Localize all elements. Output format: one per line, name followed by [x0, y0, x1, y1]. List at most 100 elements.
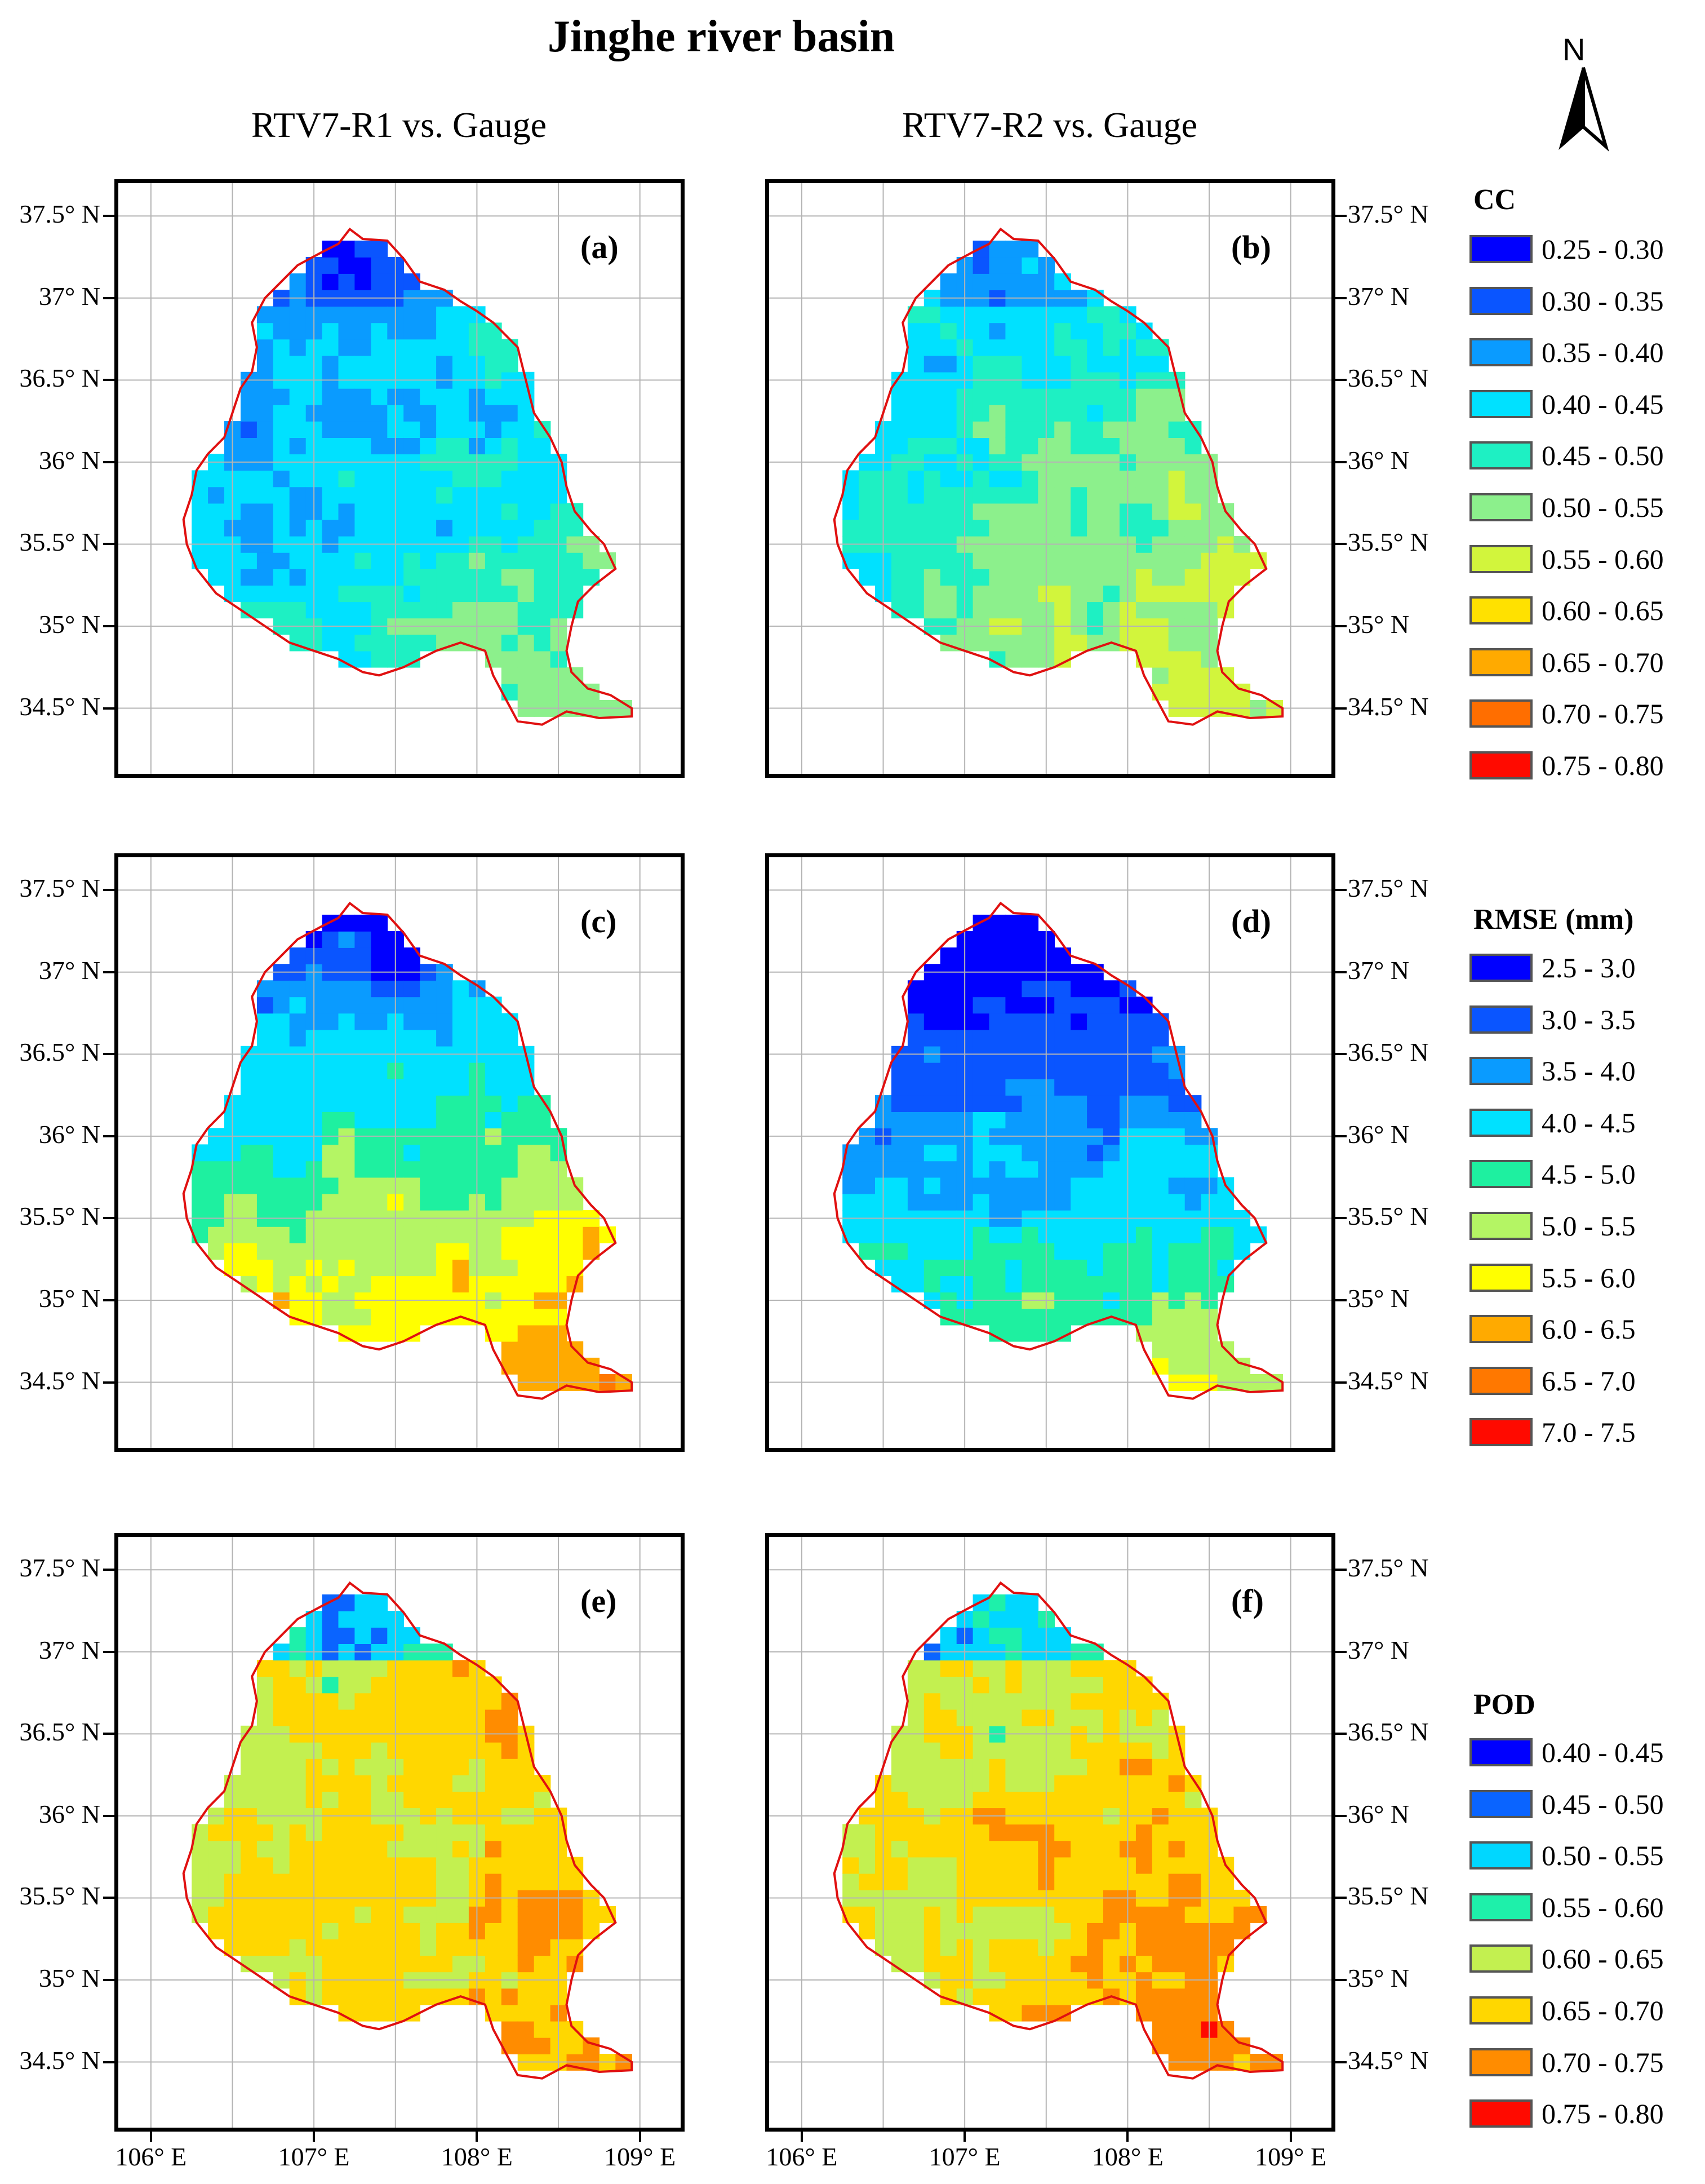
raster-cell — [1152, 421, 1169, 438]
raster-cell — [354, 1906, 372, 1923]
raster-cell — [1005, 437, 1023, 455]
raster-cell — [1071, 1193, 1087, 1211]
raster-cell — [273, 322, 290, 340]
raster-cell — [403, 552, 420, 569]
raster-cell — [973, 1062, 990, 1079]
raster-cell — [923, 1062, 941, 1079]
raster-cell — [241, 1177, 257, 1194]
raster-cell — [1087, 1062, 1104, 1079]
raster-cell — [338, 980, 356, 998]
raster-cell — [1087, 1013, 1104, 1030]
raster-cell — [1071, 1988, 1087, 2005]
raster-cell — [1103, 503, 1120, 520]
raster-cell — [923, 1160, 941, 1178]
lat-tick-mark — [103, 1650, 114, 1653]
legend-swatch — [1469, 493, 1533, 521]
raster-cell — [420, 1824, 437, 1841]
raster-cell — [1135, 486, 1153, 504]
raster-cell — [1022, 1922, 1039, 1939]
raster-cell — [940, 388, 957, 405]
raster-cell — [989, 1160, 1006, 1178]
raster-cell — [273, 1177, 290, 1194]
raster-cell — [1152, 683, 1169, 701]
raster-cell — [1054, 1013, 1071, 1030]
raster-cell — [989, 1308, 1006, 1326]
raster-cell — [485, 388, 502, 405]
raster-cell — [1168, 503, 1185, 520]
lon-tick-label: 108° E — [441, 2142, 513, 2171]
lat-tick-mark — [103, 625, 114, 627]
raster-cell — [338, 1627, 356, 1644]
raster-cell — [371, 1013, 388, 1030]
raster-cell — [1087, 1857, 1104, 1874]
lat-tick-label: 34.5° N — [19, 1366, 100, 1395]
raster-cell — [517, 1160, 535, 1178]
raster-cell — [192, 1160, 208, 1178]
raster-cell — [989, 421, 1006, 438]
raster-cell — [1022, 947, 1039, 964]
raster-cell — [1005, 405, 1023, 422]
raster-cell — [923, 306, 941, 324]
raster-cell — [989, 1693, 1006, 1710]
raster-cell — [1103, 1939, 1120, 1956]
raster-cell — [1087, 306, 1104, 324]
raster-cell — [1103, 1742, 1120, 1759]
raster-cell — [273, 1775, 290, 1792]
raster-cell — [907, 339, 925, 356]
raster-cell — [322, 1791, 339, 1809]
raster-cell — [371, 1693, 388, 1710]
raster-cell — [501, 1988, 518, 2005]
raster-cell — [989, 1824, 1006, 1841]
raster-cell — [371, 1144, 388, 1162]
raster-cell — [923, 980, 941, 998]
raster-cell — [436, 1259, 453, 1277]
lat-tick-mark — [103, 1381, 114, 1384]
raster-cell — [842, 1857, 859, 1874]
raster-cell — [1103, 1906, 1120, 1923]
raster-cell — [436, 519, 453, 537]
raster-cell — [940, 1079, 957, 1096]
raster-cell — [322, 1226, 339, 1243]
raster-cell — [354, 601, 372, 619]
raster-cell — [1103, 1676, 1120, 1694]
raster-cell — [322, 1939, 339, 1956]
raster-cell — [436, 1791, 453, 1809]
raster-cell — [583, 1226, 600, 1243]
raster-cell — [256, 355, 274, 373]
raster-cell — [452, 1791, 469, 1809]
raster-cell — [338, 1676, 356, 1694]
raster-cell — [436, 1095, 453, 1112]
raster-cell — [501, 1791, 518, 1809]
raster-cell — [1135, 1095, 1153, 1112]
raster-cell — [322, 1873, 339, 1890]
raster-cell — [485, 470, 502, 488]
raster-cell — [1135, 470, 1153, 488]
raster-cell — [256, 1955, 274, 1973]
raster-cell — [371, 1906, 388, 1923]
raster-cell — [241, 1922, 257, 1939]
raster-cell — [907, 1193, 925, 1211]
raster-cell — [322, 1906, 339, 1923]
raster-cell — [1071, 1791, 1087, 1809]
raster-cell — [1087, 322, 1104, 340]
raster-cell — [1103, 996, 1120, 1014]
raster-cell — [289, 1029, 307, 1047]
raster-cell — [907, 1160, 925, 1178]
raster-cell — [1135, 1906, 1153, 1923]
raster-cell — [1135, 1177, 1153, 1194]
raster-cell — [534, 519, 551, 537]
raster-cell — [256, 388, 274, 405]
lat-tick-label: 37° N — [1348, 955, 1410, 985]
raster-cell — [436, 585, 453, 603]
raster-cell — [923, 1857, 941, 1874]
legend-label: 6.5 - 7.0 — [1542, 1365, 1636, 1397]
raster-cell — [192, 1193, 208, 1211]
raster-cell — [436, 470, 453, 488]
raster-cell — [338, 1709, 356, 1726]
raster-cell — [1071, 585, 1087, 603]
raster-cell — [1184, 1111, 1202, 1129]
raster-cell — [923, 996, 941, 1014]
lat-tick-mark — [103, 460, 114, 463]
raster-cell — [256, 1226, 274, 1243]
lat-tick-label: 35° N — [1348, 610, 1410, 639]
